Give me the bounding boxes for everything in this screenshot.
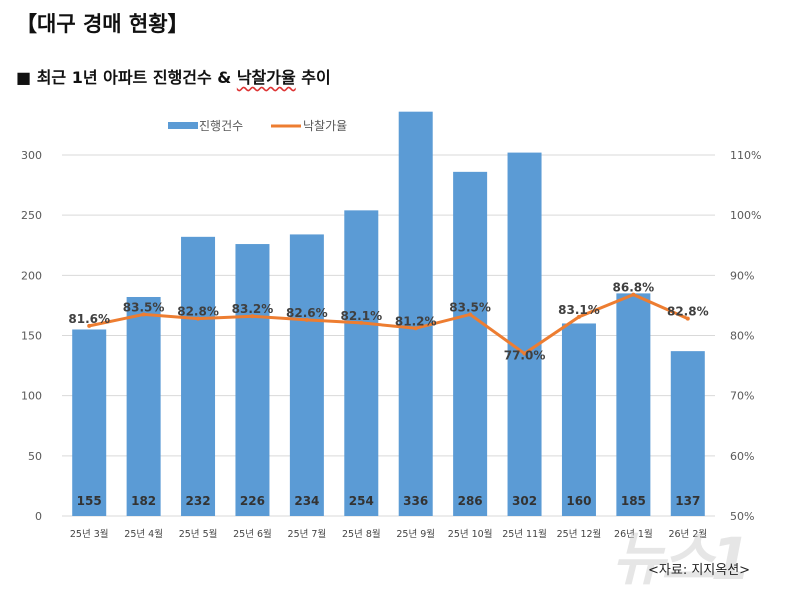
page-title: 【대구 경매 현황】 [16, 12, 189, 36]
line-value-label: 82.6% [286, 306, 328, 320]
bar [72, 329, 107, 516]
line-point [250, 314, 255, 319]
subtitle-suffix: 추이 [295, 68, 331, 87]
bar [507, 152, 542, 517]
line-point [196, 316, 201, 321]
line-point [522, 351, 527, 356]
x-tick-label: 25년 8월 [342, 528, 381, 540]
bar-value-label: 286 [458, 494, 483, 508]
line-point [87, 323, 92, 328]
line-value-label: 82.8% [177, 305, 219, 319]
bar [561, 323, 596, 516]
bar-value-label: 254 [349, 494, 374, 508]
right-tick-label: 60% [730, 450, 754, 463]
line-point [304, 317, 309, 322]
x-tick-label: 25년 10월 [448, 528, 493, 540]
bar [126, 296, 161, 516]
line-point [359, 320, 364, 325]
bar-value-label: 336 [403, 494, 428, 508]
right-tick-label: 110% [730, 149, 761, 162]
line-point [141, 312, 146, 317]
left-tick-label: 200 [21, 269, 42, 282]
bar-value-label: 185 [621, 494, 646, 508]
line-value-label: 82.1% [340, 309, 382, 323]
line-point [468, 312, 473, 317]
line-value-label: 82.8% [667, 305, 709, 319]
subtitle-prefix: ■ 최근 1년 아파트 진행건수 & [16, 68, 237, 87]
bar [235, 244, 270, 516]
right-tick-label: 100% [730, 209, 761, 222]
left-tick-label: 0 [35, 510, 42, 523]
source-note: <자료: 지지옥션> [648, 563, 751, 578]
left-tick-label: 300 [21, 149, 42, 162]
bar-value-label: 160 [566, 494, 591, 508]
x-tick-label: 26년 2월 [668, 528, 707, 540]
bar-value-label: 137 [675, 494, 700, 508]
bar [181, 236, 216, 516]
bar-value-label: 155 [77, 494, 102, 508]
bar [616, 293, 651, 516]
bar-value-label: 302 [512, 494, 537, 508]
legend-line-label: 낙찰가율 [303, 119, 347, 133]
line-series [88, 292, 689, 356]
x-tick-label: 25년 3월 [70, 528, 109, 540]
bar-value-label: 182 [131, 494, 156, 508]
right-tick-label: 70% [730, 390, 754, 403]
chart-subtitle: ■ 최근 1년 아파트 진행건수 & 낙찰가율 추이 [16, 64, 331, 88]
watermark-logo: 뉴스1 [612, 525, 751, 593]
legend-bar-label: 진행건수 [199, 118, 243, 133]
bar-value-label: 234 [294, 494, 319, 508]
line-value-label: 81.2% [395, 314, 437, 328]
line-value-label: 77.0% [504, 349, 546, 363]
bar [398, 111, 433, 517]
line-value-label: 83.2% [232, 302, 274, 316]
line-value-label: 81.6% [68, 312, 110, 326]
line-value-label: 83.5% [449, 300, 491, 314]
left-tick-label: 50 [28, 450, 42, 463]
right-tick-label: 80% [730, 330, 754, 343]
bar-value-label: 226 [240, 494, 265, 508]
subtitle-wavy: 낙찰가율 [236, 68, 296, 87]
bar-value-label: 232 [186, 494, 211, 508]
bar [344, 210, 379, 516]
x-tick-label: 25년 4월 [124, 528, 163, 540]
line-value-label: 83.1% [558, 303, 600, 317]
line-point [576, 314, 581, 319]
line-value-label: 86.8% [613, 281, 655, 295]
left-tick-label: 100 [21, 390, 42, 403]
bar [453, 171, 488, 516]
line-point [685, 316, 690, 321]
x-tick-label: 25년 9월 [396, 528, 435, 540]
x-tick-label: 26년 1월 [614, 528, 653, 540]
x-tick-label: 25년 6월 [233, 528, 272, 540]
legend-bar-swatch [168, 122, 198, 129]
right-tick-label: 90% [730, 269, 754, 282]
bar [670, 351, 705, 516]
line-value-label: 83.5% [123, 300, 165, 314]
left-tick-label: 250 [21, 209, 42, 222]
x-tick-label: 25년 12월 [557, 528, 602, 540]
line-point [413, 326, 418, 331]
line-point [631, 292, 636, 297]
x-tick-label: 25년 5월 [179, 528, 218, 540]
x-tick-label: 25년 11월 [502, 528, 547, 540]
x-tick-label: 25년 7월 [288, 528, 327, 540]
right-tick-label: 50% [730, 510, 754, 523]
bar [289, 234, 324, 517]
left-tick-label: 150 [21, 330, 42, 343]
